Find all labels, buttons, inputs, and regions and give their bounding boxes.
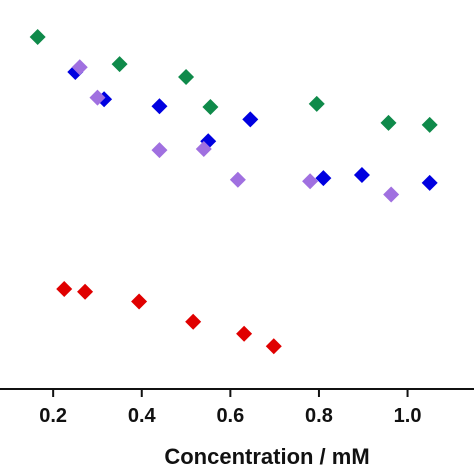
data-point-red [77, 283, 94, 300]
data-point-blue [242, 111, 259, 128]
data-point-red [236, 325, 253, 342]
data-point-blue [421, 174, 438, 191]
x-tick-label: 0.2 [39, 405, 67, 427]
data-point-green [421, 116, 438, 133]
data-point-green [178, 69, 195, 86]
data-point-green [29, 28, 46, 45]
x-tick-label: 0.4 [128, 405, 157, 427]
data-point-purple [89, 89, 106, 106]
data-point-green [308, 95, 325, 112]
data-point-purple [151, 142, 168, 159]
data-point-green [111, 56, 128, 73]
x-tick-label: 0.8 [305, 405, 333, 427]
data-point-red [265, 338, 282, 355]
data-point-red [131, 293, 148, 310]
data-point-purple [302, 173, 319, 190]
data-point-green [380, 114, 397, 131]
data-point-purple [71, 59, 88, 76]
data-point-blue [151, 98, 168, 115]
x-tick-label: 1.0 [394, 405, 422, 427]
data-point-purple [229, 171, 246, 188]
data-point-red [56, 281, 73, 298]
data-markers [29, 28, 438, 355]
data-point-blue [353, 167, 370, 184]
x-axis-title: Concentration / mM [164, 444, 369, 469]
data-point-blue [67, 63, 84, 80]
x-axis-ticks: 0.2 0.4 0.6 0.8 1.0 [39, 389, 421, 427]
data-point-blue [315, 170, 332, 187]
data-point-red [185, 313, 202, 330]
x-tick-label: 0.6 [216, 405, 244, 427]
data-point-purple [383, 186, 400, 203]
data-point-green [202, 98, 219, 115]
data-point-purple [195, 140, 212, 157]
